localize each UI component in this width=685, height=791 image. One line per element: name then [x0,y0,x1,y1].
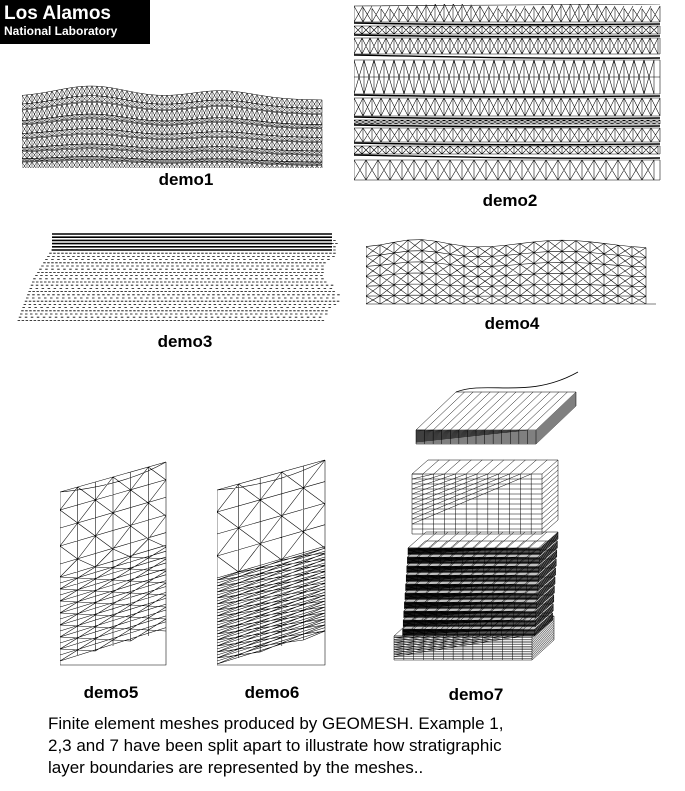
caption-demo6: demo6 [212,683,332,703]
caption-demo2: demo2 [450,191,570,211]
description-line-3: layer boundaries are represented by the … [48,757,608,779]
caption-demo4: demo4 [452,314,572,334]
caption-demo5: demo5 [51,683,171,703]
los-alamos-logo: Los Alamos National Laboratory [0,0,150,44]
description-line-1: Finite element meshes produced by GEOMES… [48,713,608,735]
figure-description: Finite element meshes produced by GEOMES… [48,713,608,779]
mesh-figure-demo1 [22,62,324,168]
logo-title: Los Alamos [4,4,150,24]
logo-subtitle: National Laboratory [4,24,150,39]
mesh-figure-demo5 [60,460,170,668]
mesh-figure-demo6 [217,458,329,668]
mesh-figure-demo7 [388,370,588,672]
caption-demo3: demo3 [125,332,245,352]
description-line-2: 2,3 and 7 have been split apart to illus… [48,735,608,757]
mesh-figure-demo3 [10,232,342,328]
mesh-figure-demo4 [366,228,658,306]
caption-demo7: demo7 [416,685,536,705]
caption-demo1: demo1 [126,170,246,190]
mesh-figure-demo2 [354,4,664,184]
